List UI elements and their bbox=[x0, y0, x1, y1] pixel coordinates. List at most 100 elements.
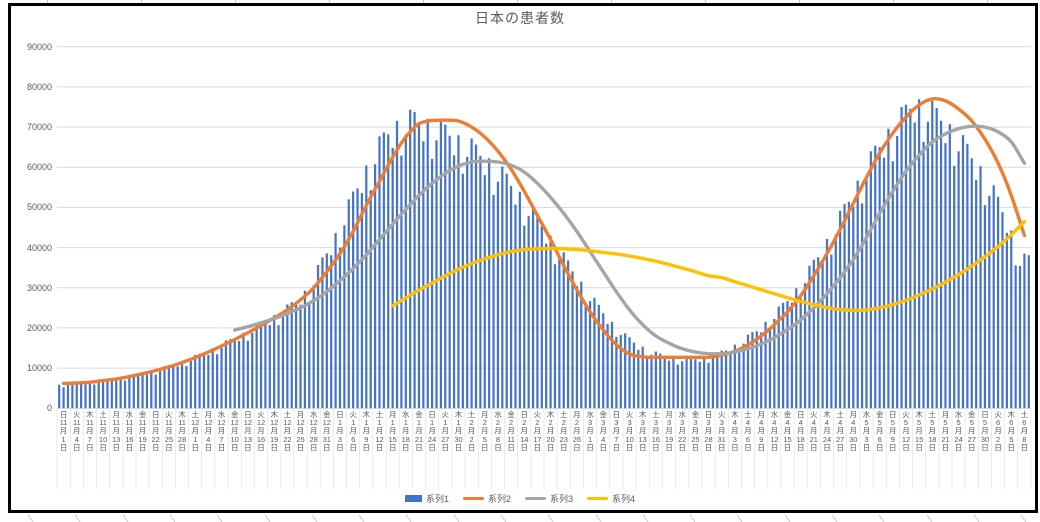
x-axis-tick-label: 金 2 月 11 日 bbox=[507, 410, 515, 452]
x-axis-tick-label: 木 12 月 19 日 bbox=[270, 410, 279, 452]
x-axis-tick-label: 火 11 月 4 日 bbox=[72, 410, 81, 452]
y-axis-tick-label: 80000 bbox=[26, 81, 52, 92]
y-axis-tick-label: 90000 bbox=[26, 41, 52, 52]
y-axis-tick-label: 40000 bbox=[26, 242, 52, 253]
legend-swatch-line-icon bbox=[587, 496, 609, 501]
x-axis-tick-label: 木 4 月 24 日 bbox=[822, 410, 832, 452]
column-gridline-tick bbox=[329, 0, 330, 3]
column-gridline-tick bbox=[235, 0, 236, 3]
x-axis-tick-label: 火 3 月 10 日 bbox=[625, 410, 634, 452]
x-axis-tick-label: 金 12 月 31 日 bbox=[322, 410, 331, 452]
line-series-2[interactable] bbox=[61, 97, 1027, 386]
legend-swatch-line-icon bbox=[462, 496, 484, 501]
legend-label: 系列1 bbox=[425, 494, 449, 504]
x-axis-tick-label: 日 2 月 14 日 bbox=[520, 410, 529, 452]
x-axis-tick-label: 火 11 月 25 日 bbox=[164, 410, 174, 452]
x-axis-tick-label: 日 1 月 24 日 bbox=[427, 410, 437, 452]
legend-item-系列1[interactable]: 系列1 bbox=[404, 492, 449, 505]
column-gridline-tick bbox=[47, 0, 48, 3]
legend[interactable]: 系列1 系列2 系列3 系列4 bbox=[0, 492, 1040, 505]
y-axis-tick-label: 0 bbox=[46, 403, 52, 414]
line-series-3[interactable] bbox=[233, 124, 1027, 356]
x-axis-tick-label: 火 2 月 17 日 bbox=[533, 410, 542, 452]
y-axis-tick-label: 10000 bbox=[26, 363, 52, 374]
x-axis-tick-label: 水 11 月 16 日 bbox=[125, 410, 134, 452]
x-axis-tick-label: 日 3 月 28 日 bbox=[704, 410, 713, 452]
x-axis-tick-label: 木 1 月 30 日 bbox=[454, 410, 463, 452]
x-axis-tick-label: 金 12 月 10 日 bbox=[230, 410, 239, 452]
x-axis-tick-label: 土 3 月 16 日 bbox=[651, 410, 661, 452]
x-axis-tick-label: 木 11 月 7 日 bbox=[85, 410, 94, 452]
legend-label: 系列3 bbox=[550, 494, 574, 504]
x-axis-tick-label: 水 12 月 7 日 bbox=[217, 410, 226, 452]
x-axis-tick-label: 金 3 月 25 日 bbox=[691, 410, 700, 452]
x-axis-tick-label: 日 4 月 18 日 bbox=[796, 410, 805, 452]
x-axis-tick-label: 土 12 月 1 日 bbox=[191, 410, 200, 452]
x-axis-tick-label: 水 4 月 12 日 bbox=[770, 410, 779, 452]
column-gridline-tick bbox=[987, 0, 988, 3]
x-axis-tick-label: 日 11 月 22 日 bbox=[151, 410, 160, 452]
x-axis-tick-label: 月 12 月 25 日 bbox=[296, 410, 305, 452]
legend-label: 系列2 bbox=[487, 494, 511, 504]
legend-item-系列3[interactable]: 系列3 bbox=[525, 492, 573, 505]
x-axis-tick-label: 月 2 月 26 日 bbox=[572, 410, 582, 452]
x-axis-tick-label: 水 3 月 22 日 bbox=[678, 410, 687, 452]
x-axis-tick-label: 金 5 月 27 日 bbox=[967, 410, 976, 452]
x-axis-tick-label: 火 5 月 12 日 bbox=[901, 410, 911, 452]
x-axis-tick-label: 火 12 月 16 日 bbox=[256, 410, 266, 452]
x-axis-tick-label: 月 5 月 21 日 bbox=[941, 410, 950, 452]
x-axis-tick-label: 土 11 月 10 日 bbox=[98, 410, 108, 452]
x-axis-tick-label: 金 11 月 19 日 bbox=[138, 410, 147, 452]
x-axis-tick-label: 土 12 月 22 日 bbox=[283, 410, 292, 452]
x-axis-tick-label: 水 12 月 28 日 bbox=[309, 410, 318, 452]
column-gridline-tick bbox=[423, 0, 424, 3]
x-axis-tick-label: 水 5 月 24 日 bbox=[954, 410, 963, 452]
column-gridline-tick bbox=[611, 0, 612, 3]
column-gridline-tick bbox=[893, 0, 894, 3]
x-axis-tick-label: 土 1 月 12 日 bbox=[375, 410, 384, 452]
x-axis-tick-label: 火 4 月 21 日 bbox=[809, 410, 818, 452]
x-axis-tick-label: 木 11 月 28 日 bbox=[177, 410, 187, 452]
x-axis-tick-label: 土 2 月 23 日 bbox=[559, 410, 568, 452]
y-axis-tick-label: 50000 bbox=[26, 202, 52, 213]
column-gridline-tick bbox=[799, 0, 800, 3]
x-axis-tick-label: 金 4 月 15 日 bbox=[783, 410, 792, 452]
x-axis-tick-label: 水 1 月 18 日 bbox=[401, 410, 410, 452]
x-axis-tick-label: 月 1 月 15 日 bbox=[388, 410, 397, 452]
x-axis-tick-label: 木 5 月 15 日 bbox=[914, 410, 924, 452]
y-axis-tick-label: 60000 bbox=[26, 162, 52, 173]
legend-item-系列4[interactable]: 系列4 bbox=[587, 492, 635, 505]
y-axis-tick-label: 30000 bbox=[26, 282, 52, 293]
x-axis-tick-label: 月 12 月 4 日 bbox=[204, 410, 213, 452]
line-series-4[interactable] bbox=[390, 219, 1027, 312]
x-axis-tick-label: 火 1 月 27 日 bbox=[441, 410, 450, 452]
x-axis-tick-label: 月 4 月 30 日 bbox=[849, 410, 858, 452]
legend-swatch-line-icon bbox=[525, 496, 546, 501]
x-axis-tick-label: 木 2 月 20 日 bbox=[546, 410, 555, 452]
x-axis-tick-label: 月 11 月 13 日 bbox=[112, 410, 121, 452]
y-axis-tick-label: 20000 bbox=[26, 322, 52, 333]
chart-title[interactable]: 日本の患者数 bbox=[475, 10, 565, 26]
x-axis-tick-label: 日 11 月 1 日 bbox=[59, 410, 68, 452]
x-axis-tick-label: 土 5 月 18 日 bbox=[928, 410, 937, 452]
x-axis-tick-label: 火 3 月 31 日 bbox=[717, 410, 726, 452]
x-axis-tick-label: 木 3 月 13 日 bbox=[638, 410, 647, 452]
legend-item-系列2[interactable]: 系列2 bbox=[462, 492, 511, 505]
